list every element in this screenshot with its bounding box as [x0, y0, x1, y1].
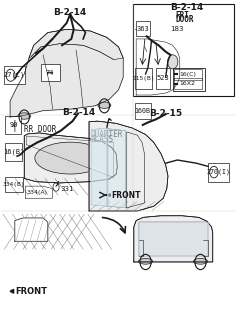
Ellipse shape — [98, 102, 111, 108]
Text: DOOR: DOOR — [176, 15, 194, 24]
Circle shape — [53, 183, 59, 191]
Bar — [5, 143, 22, 161]
Text: B-2-14: B-2-14 — [62, 108, 95, 117]
Text: 334(B): 334(B) — [3, 182, 26, 187]
Bar — [136, 21, 150, 36]
Text: 74: 74 — [46, 69, 55, 76]
Polygon shape — [89, 121, 168, 211]
Text: 183: 183 — [170, 26, 184, 32]
Text: 90: 90 — [9, 122, 18, 128]
Text: QUARTER: QUARTER — [90, 130, 123, 139]
Text: ┤: ┤ — [11, 119, 17, 131]
Text: B-2-14: B-2-14 — [170, 3, 203, 12]
Text: GLASS: GLASS — [90, 135, 113, 144]
Text: 16(C): 16(C) — [180, 72, 197, 77]
Text: FRONT: FRONT — [111, 190, 141, 200]
Text: B-2-15: B-2-15 — [149, 109, 182, 118]
Ellipse shape — [139, 259, 153, 264]
Text: 331: 331 — [60, 186, 73, 192]
Bar — [5, 177, 23, 193]
Text: 270(I): 270(I) — [206, 169, 230, 175]
Bar — [5, 116, 21, 134]
Ellipse shape — [193, 259, 208, 264]
Text: FRONT: FRONT — [15, 287, 47, 296]
Polygon shape — [10, 289, 14, 293]
Text: FRT: FRT — [176, 11, 189, 20]
Bar — [4, 66, 25, 84]
Bar — [135, 103, 150, 119]
Text: 16X2: 16X2 — [180, 81, 196, 86]
Text: 27(C): 27(C) — [4, 72, 25, 78]
Polygon shape — [15, 218, 48, 241]
Polygon shape — [108, 129, 126, 208]
Text: 160B: 160B — [135, 108, 150, 114]
Bar — [173, 68, 205, 91]
Bar — [208, 163, 229, 182]
Polygon shape — [10, 29, 123, 117]
Polygon shape — [108, 194, 110, 196]
Ellipse shape — [35, 142, 105, 174]
Bar — [156, 68, 170, 89]
Text: RR DOOR: RR DOOR — [24, 124, 57, 133]
Text: ⌐: ⌐ — [46, 68, 54, 77]
Polygon shape — [134, 216, 213, 262]
Ellipse shape — [18, 113, 31, 119]
Bar — [133, 4, 234, 96]
Bar — [174, 78, 202, 89]
Polygon shape — [91, 128, 107, 206]
Bar — [135, 68, 152, 89]
Text: 115(B): 115(B) — [132, 76, 155, 81]
Text: 363: 363 — [137, 26, 149, 32]
Polygon shape — [24, 133, 117, 183]
Bar — [41, 64, 59, 81]
Text: 523: 523 — [157, 75, 169, 81]
Text: B-2-14: B-2-14 — [54, 8, 87, 17]
Polygon shape — [139, 222, 208, 256]
Text: 16(B): 16(B) — [3, 148, 24, 155]
Text: 334(A): 334(A) — [26, 190, 47, 195]
Circle shape — [168, 55, 178, 69]
Bar — [174, 68, 202, 80]
